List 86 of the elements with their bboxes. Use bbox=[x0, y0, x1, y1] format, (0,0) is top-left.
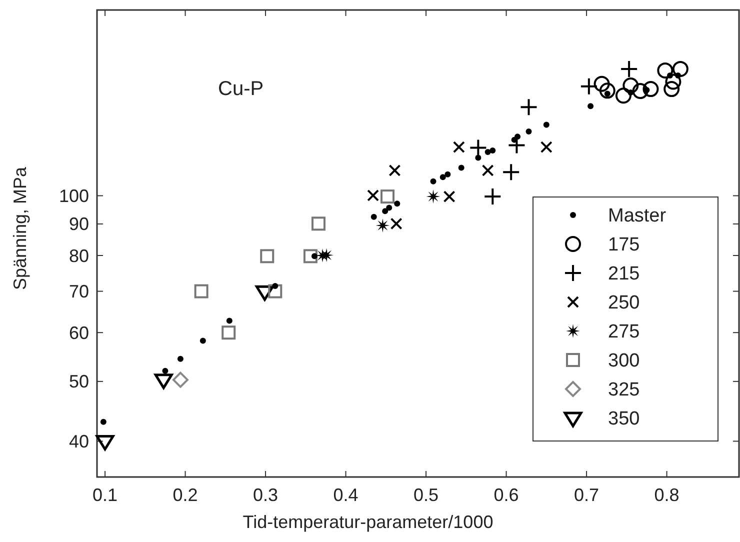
point bbox=[588, 103, 594, 110]
point bbox=[222, 326, 236, 340]
point bbox=[594, 76, 610, 92]
point bbox=[620, 60, 638, 78]
point bbox=[272, 282, 278, 289]
point bbox=[484, 188, 502, 206]
y-tick-label: 100 bbox=[58, 186, 89, 206]
point bbox=[675, 72, 682, 79]
point bbox=[440, 174, 446, 180]
point bbox=[394, 200, 400, 207]
y-tick-label: 40 bbox=[68, 432, 89, 452]
x-tick-label: 0.4 bbox=[333, 485, 358, 505]
legend-label: 275 bbox=[608, 322, 640, 343]
x-tick-label: 0.3 bbox=[253, 485, 278, 505]
point bbox=[388, 164, 401, 176]
point bbox=[100, 418, 106, 425]
x-tick-label: 0.7 bbox=[574, 485, 600, 505]
legend-label: 350 bbox=[608, 408, 640, 430]
point bbox=[615, 88, 632, 104]
point bbox=[672, 60, 688, 77]
y-tick-label: 50 bbox=[68, 372, 89, 392]
y-tick-label: 60 bbox=[68, 322, 89, 343]
point bbox=[200, 338, 206, 344]
point bbox=[469, 138, 488, 157]
point bbox=[382, 208, 388, 214]
y-axis-title: Spänning, MPa bbox=[10, 166, 30, 290]
point bbox=[320, 248, 334, 262]
x-tick-label: 0.1 bbox=[92, 485, 118, 505]
point bbox=[380, 190, 395, 204]
point bbox=[303, 249, 318, 264]
point bbox=[376, 218, 390, 232]
point bbox=[311, 216, 326, 231]
point bbox=[177, 356, 184, 362]
point bbox=[632, 83, 648, 100]
point bbox=[443, 190, 456, 203]
point bbox=[268, 284, 282, 298]
x-tick-label: 0.5 bbox=[414, 485, 439, 505]
point bbox=[657, 62, 674, 78]
point bbox=[664, 81, 680, 98]
x-tick-label: 0.2 bbox=[172, 485, 198, 505]
point bbox=[666, 72, 673, 79]
point bbox=[367, 189, 380, 202]
point bbox=[96, 434, 114, 450]
y-tick-label: 90 bbox=[68, 214, 89, 234]
legend-label: 175 bbox=[608, 234, 640, 256]
point bbox=[154, 374, 173, 390]
point bbox=[370, 214, 377, 220]
legend-label: 300 bbox=[608, 350, 640, 372]
point bbox=[665, 74, 682, 90]
point bbox=[490, 147, 496, 154]
y-tick-label: 70 bbox=[68, 282, 89, 302]
point bbox=[260, 249, 274, 264]
point bbox=[172, 372, 188, 388]
point bbox=[502, 163, 520, 182]
point bbox=[543, 122, 550, 128]
point bbox=[162, 368, 168, 374]
point bbox=[390, 218, 402, 230]
legend-label: 215 bbox=[608, 264, 640, 285]
text: Cu-P bbox=[218, 78, 264, 100]
x-tick-label: 0.6 bbox=[494, 485, 519, 505]
point bbox=[426, 190, 440, 204]
point bbox=[484, 149, 491, 156]
x-axis-title: Tid-temperatur-parameter/1000 bbox=[242, 512, 494, 532]
point bbox=[452, 141, 465, 154]
point bbox=[430, 178, 436, 184]
point bbox=[226, 318, 232, 324]
point bbox=[458, 164, 464, 171]
point bbox=[514, 134, 521, 140]
legend-label: 325 bbox=[608, 380, 640, 401]
point bbox=[540, 141, 552, 154]
point bbox=[580, 77, 598, 96]
point bbox=[520, 98, 538, 116]
x-tick-label: 0.8 bbox=[654, 485, 680, 505]
point bbox=[475, 154, 482, 161]
point bbox=[599, 82, 616, 99]
point bbox=[444, 171, 451, 178]
point bbox=[311, 253, 318, 260]
point bbox=[526, 128, 532, 134]
legend-label: 250 bbox=[608, 292, 640, 314]
point bbox=[386, 204, 392, 211]
point bbox=[194, 284, 208, 298]
legend-label: Master bbox=[608, 206, 667, 227]
y-tick-label: 80 bbox=[68, 246, 89, 266]
point bbox=[642, 81, 659, 98]
point bbox=[482, 164, 494, 176]
point bbox=[622, 77, 639, 94]
